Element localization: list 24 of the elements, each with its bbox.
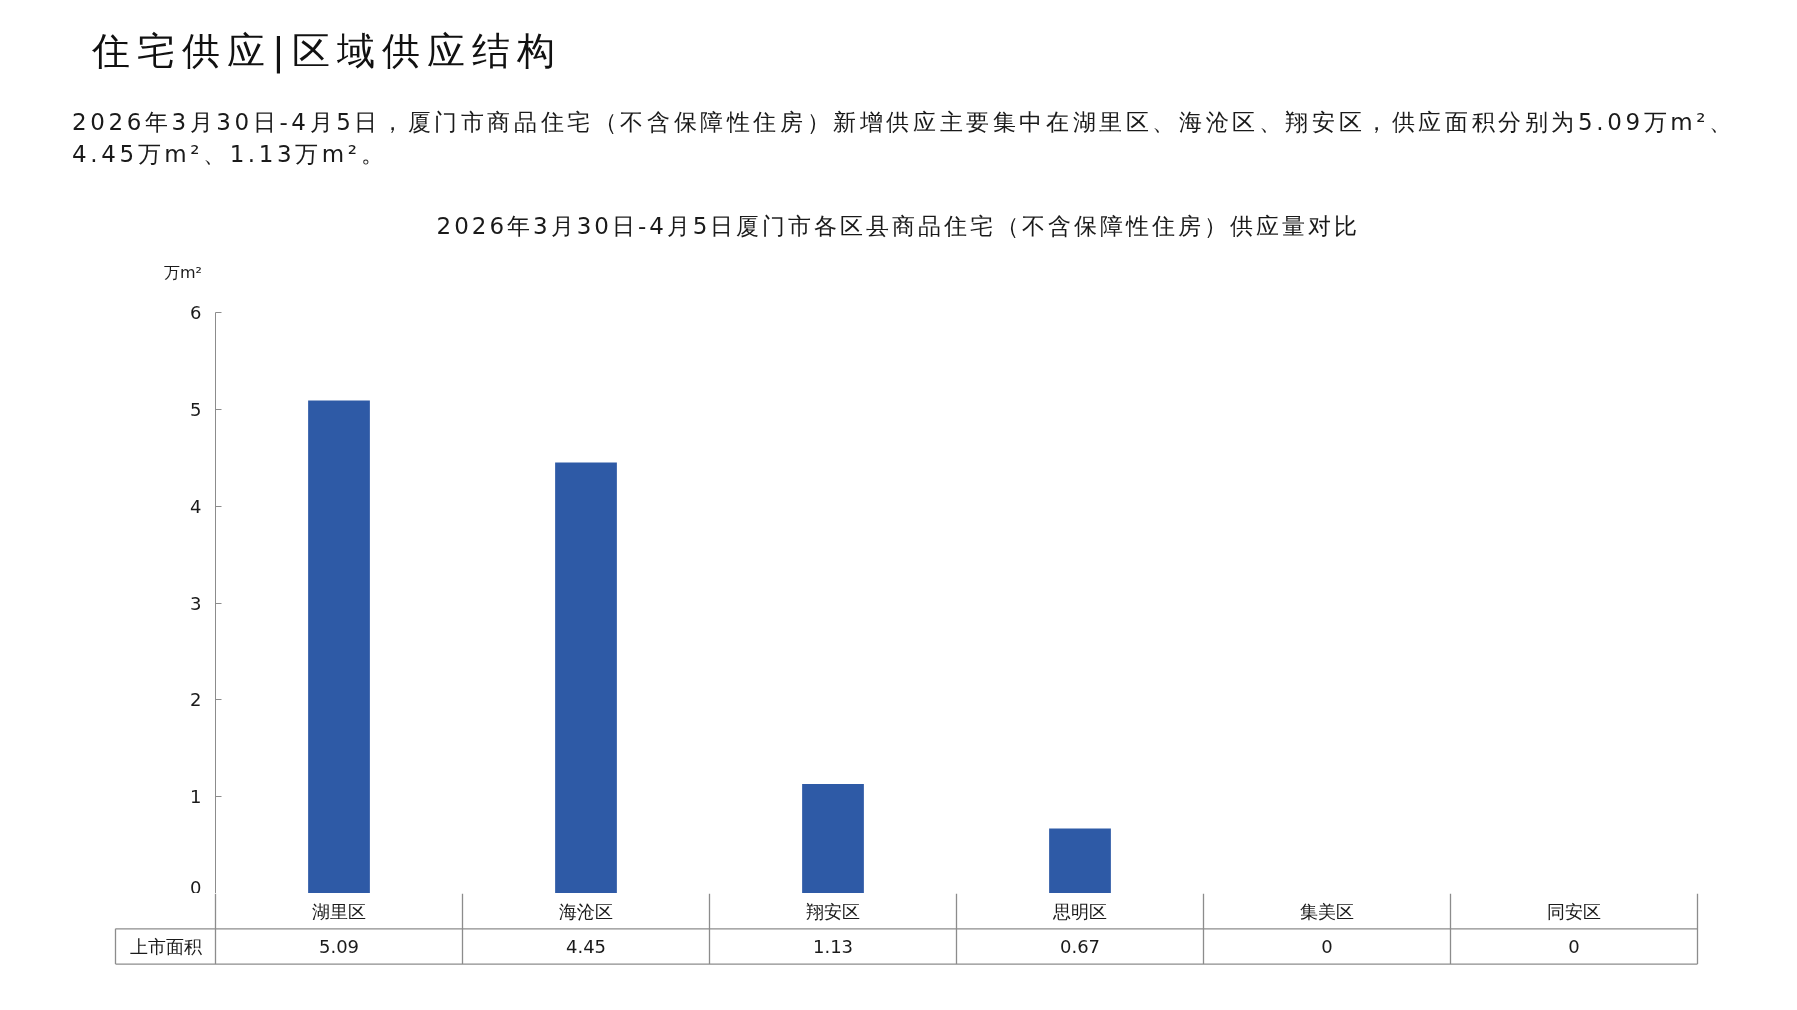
data-label: 0.67	[1059, 935, 1101, 957]
y-tick-label: 2	[190, 689, 202, 711]
chart-title: 2026年3月30日-4月5日厦门市各区县商品住宅（不含保障性住房）供应量对比	[436, 212, 1361, 241]
y-tick-label: 4	[190, 495, 202, 517]
text: 2026年3月30日-4月5日，厦门市商品住宅（不含保障性住房）新增供应主要集中在湖里区、海沧区、翔安区，供应面积分别为5.09万m²、4.45万m²、1.13万m²。	[72, 108, 1737, 169]
x-tick-label: 集美区	[1300, 900, 1354, 922]
x-tick-label: 思明区	[1052, 900, 1107, 922]
text: 上市面积	[129, 935, 202, 957]
x-tick-label: 海沧区	[559, 900, 613, 922]
data-label: 5.09	[318, 935, 360, 957]
y-tick-label: 3	[190, 592, 202, 614]
x-tick-label: 翔安区	[806, 900, 860, 922]
data-label: 4.45	[565, 935, 607, 957]
y-axis-title: 万m²	[164, 262, 202, 284]
x-tick-label: 同安区	[1547, 900, 1601, 922]
y-tick-label: 6	[190, 302, 202, 323]
text: 住宅供应|区域供应结构	[92, 28, 562, 76]
y-tick-label: 0	[190, 876, 202, 898]
data-label: 0	[1568, 935, 1580, 957]
y-tick-label: 1	[190, 786, 202, 808]
x-tick-label: 湖里区	[312, 900, 366, 922]
y-tick-label: 5	[190, 398, 202, 420]
data-label: 0	[1321, 935, 1333, 957]
data-label: 1.13	[812, 935, 854, 957]
